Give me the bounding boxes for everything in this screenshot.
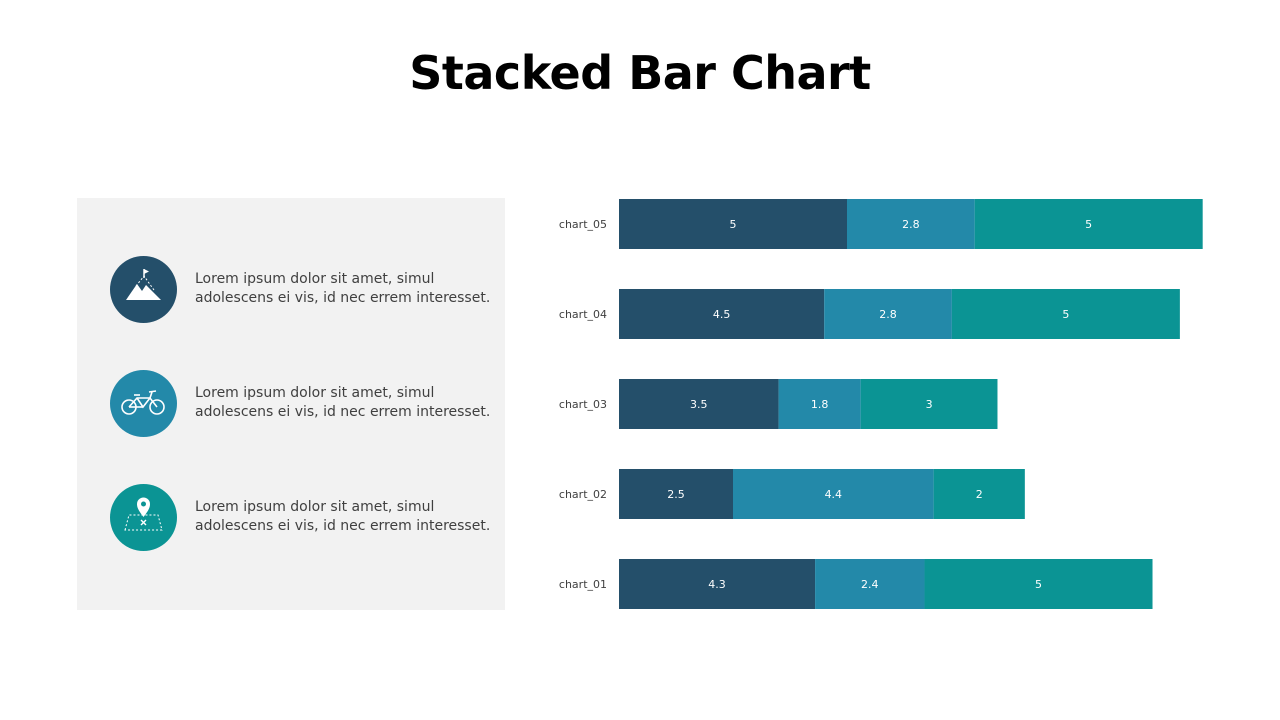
category-label: chart_05 bbox=[559, 218, 607, 231]
category-label: chart_02 bbox=[559, 488, 607, 501]
info-panel: Lorem ipsum dolor sit amet, simul adoles… bbox=[77, 198, 505, 610]
data-label: 2.8 bbox=[879, 308, 897, 321]
data-label: 1.8 bbox=[811, 398, 829, 411]
bar-segment bbox=[951, 289, 1180, 339]
mountain-flag-icon bbox=[126, 269, 161, 300]
info-text: Lorem ipsum dolor sit amet, simul adoles… bbox=[195, 270, 495, 308]
category-label: chart_03 bbox=[559, 398, 607, 411]
info-text-line: Lorem ipsum dolor sit amet, simul bbox=[195, 385, 435, 401]
bar-segment bbox=[619, 559, 816, 609]
map-pin-icon bbox=[124, 497, 163, 531]
icon-circle bbox=[110, 370, 177, 437]
icon-circle bbox=[110, 484, 177, 551]
data-label: 3.5 bbox=[690, 398, 708, 411]
data-label: 2 bbox=[976, 488, 983, 501]
info-text-line: Lorem ipsum dolor sit amet, simul bbox=[195, 271, 435, 287]
bar-segment bbox=[933, 469, 1025, 519]
bicycle-icon bbox=[121, 390, 165, 415]
data-label: 5 bbox=[730, 218, 737, 231]
info-item-3: Lorem ipsum dolor sit amet, simul adoles… bbox=[110, 484, 490, 552]
info-text-line: adolescens ei vis, id nec errem interess… bbox=[195, 518, 491, 534]
info-item-1: Lorem ipsum dolor sit amet, simul adoles… bbox=[110, 256, 490, 324]
bar-segment bbox=[619, 379, 779, 429]
data-label: 2.5 bbox=[667, 488, 685, 501]
info-text-line: adolescens ei vis, id nec errem interess… bbox=[195, 290, 491, 306]
bar-segment bbox=[824, 289, 952, 339]
bar-segment bbox=[860, 379, 998, 429]
info-text-line: Lorem ipsum dolor sit amet, simul bbox=[195, 499, 435, 515]
bar-segment bbox=[815, 559, 925, 609]
data-label: 5 bbox=[1062, 308, 1069, 321]
page-title: Stacked Bar Chart bbox=[409, 46, 871, 100]
stacked-bar-chart: chart_05 5 2.8 5 chart_04 4.5 2.8 5 chart_03 3.5 1… bbox=[559, 199, 1203, 609]
data-label: 2.4 bbox=[861, 578, 879, 591]
data-label: 2.8 bbox=[902, 218, 920, 231]
bar-segment bbox=[778, 379, 861, 429]
bar-segment bbox=[619, 199, 847, 249]
bar-segment bbox=[619, 469, 733, 519]
data-label: 5 bbox=[1035, 578, 1042, 591]
data-label: 3 bbox=[926, 398, 933, 411]
bar-segment bbox=[924, 559, 1153, 609]
icon-circle bbox=[110, 256, 177, 323]
data-label: 4.5 bbox=[713, 308, 731, 321]
data-label: 4.3 bbox=[708, 578, 726, 591]
bar-segment bbox=[733, 469, 934, 519]
data-label: 5 bbox=[1085, 218, 1092, 231]
category-label: chart_01 bbox=[559, 578, 607, 591]
data-label: 4.4 bbox=[825, 488, 843, 501]
bar-segment bbox=[847, 199, 975, 249]
bar-segment bbox=[619, 289, 825, 339]
info-text: Lorem ipsum dolor sit amet, simul adoles… bbox=[195, 498, 495, 536]
bar-segment bbox=[974, 199, 1203, 249]
info-text: Lorem ipsum dolor sit amet, simul adoles… bbox=[195, 384, 495, 422]
category-label: chart_04 bbox=[559, 308, 607, 321]
info-item-2: Lorem ipsum dolor sit amet, simul adoles… bbox=[110, 370, 490, 438]
info-text-line: adolescens ei vis, id nec errem interess… bbox=[195, 404, 491, 420]
